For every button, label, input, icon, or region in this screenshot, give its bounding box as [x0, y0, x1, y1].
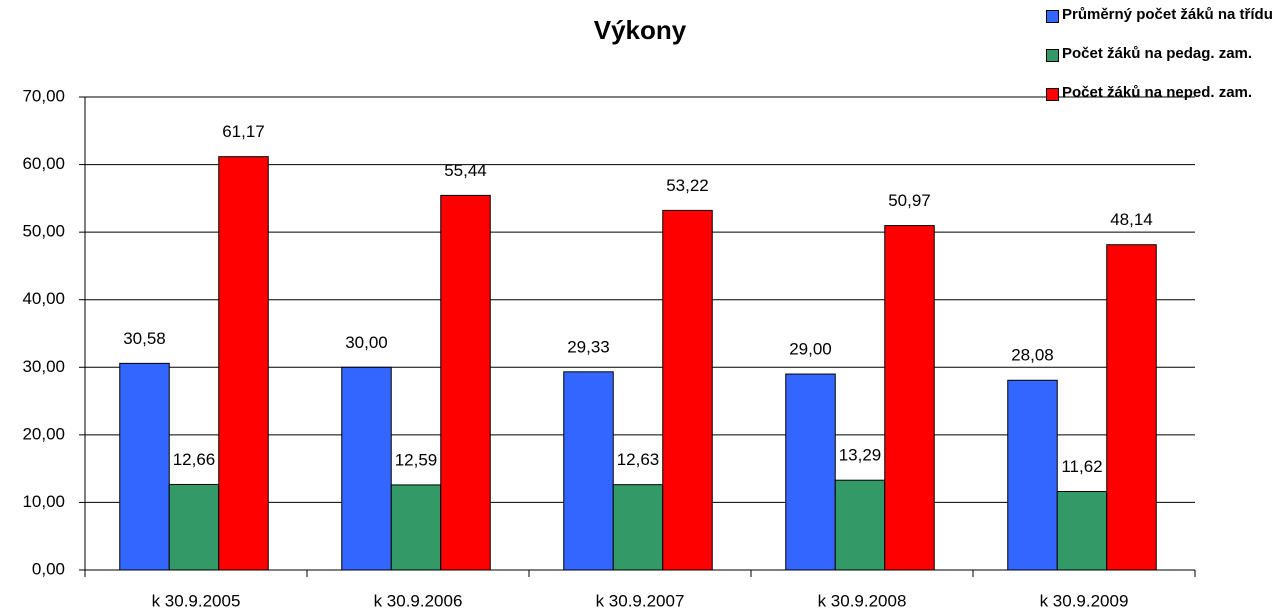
data-label: 12,59 — [395, 450, 438, 469]
data-label: 13,29 — [839, 446, 882, 465]
data-label: 61,17 — [222, 122, 265, 141]
data-label: 29,33 — [567, 337, 610, 356]
data-label: 29,00 — [789, 340, 832, 359]
y-tick-label: 10,00 — [22, 492, 65, 511]
bar — [390, 484, 442, 571]
bar — [834, 479, 886, 571]
bar — [563, 371, 614, 571]
data-label: 30,00 — [345, 333, 388, 352]
y-tick-label: 20,00 — [22, 424, 65, 443]
bar — [440, 194, 491, 571]
legend-label: Počet žáků na neped. zam. — [1062, 84, 1253, 101]
data-label: 55,44 — [444, 161, 487, 180]
legend-item: Počet žáků na pedag. zam. — [1046, 45, 1276, 63]
bar — [612, 484, 664, 571]
y-tick-label: 60,00 — [22, 154, 65, 173]
legend-label: Průměrný počet žáků na třídu — [1062, 6, 1273, 23]
legend: Průměrný počet žáků na třídu Počet žáků n… — [1046, 6, 1276, 123]
data-label: 53,22 — [666, 176, 709, 195]
bar — [218, 156, 269, 571]
y-tick-label: 40,00 — [22, 289, 65, 308]
legend-swatch — [1046, 10, 1059, 23]
bar — [884, 225, 935, 571]
bar — [1056, 490, 1108, 571]
bar — [168, 483, 220, 571]
x-tick-label: k 30.9.2009 — [1040, 591, 1129, 610]
chart-title: Výkony — [594, 15, 687, 45]
bar — [785, 373, 836, 571]
data-label: 12,63 — [617, 450, 660, 469]
x-tick-label: k 30.9.2008 — [818, 591, 907, 610]
data-label: 48,14 — [1110, 210, 1153, 229]
legend-item: Průměrný počet žáků na třídu — [1046, 6, 1276, 24]
bar — [119, 362, 170, 571]
data-label: 28,08 — [1011, 346, 1054, 365]
bar — [1007, 379, 1058, 571]
data-label: 30,58 — [123, 329, 166, 348]
legend-swatch — [1046, 49, 1059, 62]
data-label: 12,66 — [173, 450, 216, 469]
data-label: 11,62 — [1061, 457, 1102, 476]
x-tick-label: k 30.9.2006 — [374, 591, 463, 610]
x-tick-label: k 30.9.2007 — [596, 591, 685, 610]
bar — [341, 366, 392, 571]
bar — [1106, 244, 1157, 571]
y-tick-label: 50,00 — [22, 222, 65, 241]
x-tick-label: k 30.9.2005 — [152, 591, 241, 610]
legend-swatch — [1046, 88, 1059, 101]
data-label: 50,97 — [888, 191, 931, 210]
bar — [662, 209, 713, 571]
legend-label: Počet žáků na pedag. zam. — [1062, 45, 1253, 62]
y-tick-label: 0,00 — [32, 559, 65, 578]
legend-item: Počet žáků na neped. zam. — [1046, 84, 1276, 102]
y-tick-label: 30,00 — [22, 357, 65, 376]
y-tick-label: 70,00 — [22, 86, 65, 105]
